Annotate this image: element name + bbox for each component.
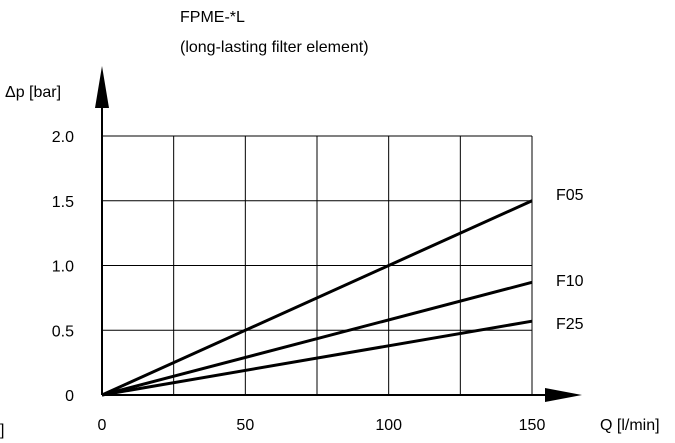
x-tick-label-3: 150 (519, 417, 546, 434)
y-axis-arrow (95, 66, 109, 108)
series-label-f05: F05 (556, 187, 584, 204)
y-axis-label: Δp [bar] (5, 84, 61, 101)
series-line-f25 (101, 319, 533, 397)
series-line-f05 (101, 199, 533, 397)
cropped-left-text: ] (0, 422, 4, 439)
grid (102, 135, 533, 395)
series-label-f25: F25 (556, 316, 584, 333)
series-line-f10 (101, 280, 533, 397)
y-tick-label-4: 2.0 (52, 129, 74, 146)
x-tick-label-0: 0 (98, 417, 107, 434)
series-label-f10: F10 (556, 273, 584, 290)
y-tick-label-0: 0 (65, 388, 74, 405)
axes: 0 50 100 150 0 0.5 1.0 1.5 2.0 (52, 66, 582, 434)
x-tick-label-2: 100 (375, 417, 402, 434)
y-tick-label-2: 1.0 (52, 259, 74, 276)
chart-subtitle: (long-lasting filter element) (180, 39, 369, 56)
x-axis-label: Q [l/min] (600, 417, 660, 434)
y-tick-label-3: 1.5 (52, 194, 74, 211)
series-lines: F05 F10 F25 (101, 187, 584, 397)
x-tick-label-1: 50 (236, 417, 254, 434)
chart-title: FPME-*L (180, 9, 245, 26)
labels: FPME-*L (long-lasting filter element) Δp… (0, 9, 660, 439)
x-axis-arrow (545, 388, 582, 402)
y-tick-label-1: 0.5 (52, 323, 74, 340)
